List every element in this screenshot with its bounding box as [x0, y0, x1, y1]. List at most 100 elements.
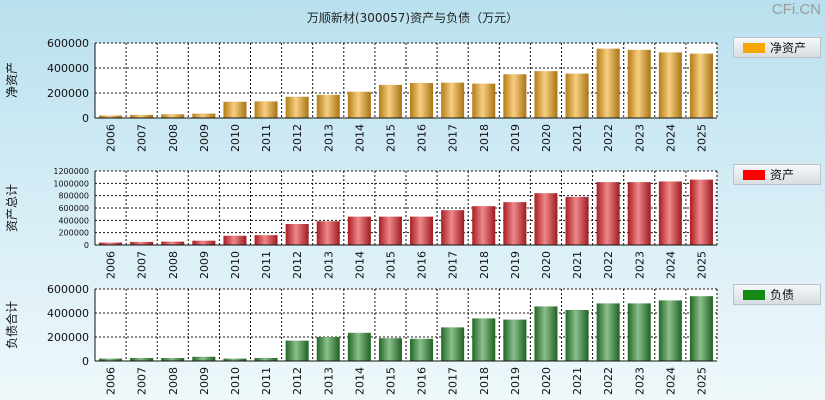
bar-liabilities [534, 306, 558, 361]
x-tick-label-liabilities: 2022 [602, 367, 615, 395]
x-tick-label-liabilities: 2016 [416, 367, 429, 395]
legend-liabilities: 负债 [733, 284, 821, 305]
x-tick-label-net-assets: 2019 [509, 124, 522, 152]
x-tick-label-net-assets: 2008 [167, 124, 180, 152]
y-tick-label-assets: 400000 [58, 216, 89, 225]
bar-liabilities [161, 358, 185, 361]
y-tick-label-net-assets: 400000 [47, 62, 89, 75]
watermark-logo: CFi.CN [771, 1, 821, 18]
x-tick-label-assets: 2025 [695, 251, 708, 279]
x-tick-label-liabilities: 2012 [291, 367, 304, 395]
bar-assets [565, 196, 589, 245]
bar-assets [503, 202, 527, 245]
bar-net-assets [596, 48, 620, 118]
x-tick-label-assets: 2020 [540, 251, 553, 279]
bar-liabilities [130, 358, 154, 361]
y-tick-label-assets: 800000 [58, 192, 89, 201]
x-tick-label-assets: 2017 [447, 251, 460, 279]
bar-assets [347, 216, 371, 245]
x-tick-label-net-assets: 2022 [602, 124, 615, 152]
x-tick-label-assets: 2022 [602, 251, 615, 279]
y-tick-label-liabilities: 0 [82, 355, 89, 368]
x-tick-label-liabilities: 2006 [105, 367, 118, 395]
bar-assets [410, 216, 434, 245]
bar-liabilities [410, 338, 434, 361]
y-tick-label-net-assets: 0 [82, 112, 89, 125]
x-tick-label-liabilities: 2019 [509, 367, 522, 395]
bar-assets [130, 241, 154, 245]
bar-liabilities [472, 318, 496, 361]
bar-liabilities [223, 358, 247, 361]
bar-net-assets [689, 53, 713, 118]
legend-swatch-net-assets [743, 42, 765, 53]
bar-net-assets [285, 96, 309, 118]
bar-net-assets [472, 83, 496, 118]
legend-assets: 资产 [733, 164, 821, 185]
bar-liabilities [347, 332, 371, 361]
bar-net-assets [254, 101, 278, 118]
bar-net-assets [410, 83, 434, 118]
bar-assets [534, 193, 558, 245]
x-tick-label-net-assets: 2018 [478, 124, 491, 152]
y-tick-label-assets: 600000 [58, 204, 89, 213]
x-tick-label-net-assets: 2009 [198, 124, 211, 152]
y-tick-label-net-assets: 200000 [47, 87, 89, 100]
bar-net-assets [658, 52, 682, 118]
bar-liabilities [503, 319, 527, 361]
bar-liabilities [627, 303, 651, 361]
legend-swatch-assets [743, 169, 765, 180]
bar-assets [192, 240, 216, 245]
legend-swatch-liabilities [743, 289, 765, 300]
bar-net-assets [99, 115, 123, 118]
x-tick-label-liabilities: 2014 [353, 367, 366, 395]
x-tick-label-net-assets: 2013 [322, 124, 335, 152]
bar-net-assets [534, 71, 558, 118]
bar-liabilities [192, 356, 216, 361]
x-tick-label-assets: 2024 [664, 251, 677, 279]
bar-liabilities [689, 296, 713, 361]
x-tick-label-liabilities: 2023 [633, 367, 646, 395]
x-tick-label-assets: 2010 [229, 251, 242, 279]
x-tick-label-net-assets: 2020 [540, 124, 553, 152]
bar-net-assets [223, 101, 247, 118]
x-tick-label-liabilities: 2025 [695, 367, 708, 395]
y-axis-label-assets: 资产总计 [5, 184, 19, 232]
bar-net-assets [316, 94, 340, 118]
bar-assets [285, 224, 309, 245]
x-tick-label-liabilities: 2015 [384, 367, 397, 395]
x-tick-label-assets: 2007 [136, 251, 149, 279]
y-tick-label-assets: 1200000 [53, 167, 89, 176]
x-tick-label-net-assets: 2023 [633, 124, 646, 152]
y-tick-label-liabilities: 400000 [47, 307, 89, 320]
bar-assets [658, 181, 682, 245]
bar-liabilities [285, 340, 309, 361]
bar-net-assets [378, 84, 402, 118]
x-tick-label-net-assets: 2017 [447, 124, 460, 152]
bar-assets [441, 210, 465, 245]
bar-liabilities [596, 303, 620, 361]
x-tick-label-net-assets: 2025 [695, 124, 708, 152]
legend-label-net-assets: 净资产 [770, 41, 807, 55]
x-tick-label-assets: 2019 [509, 251, 522, 279]
x-tick-label-liabilities: 2017 [447, 367, 460, 395]
bar-assets [596, 182, 620, 245]
x-tick-label-assets: 2008 [167, 251, 180, 279]
x-tick-label-assets: 2012 [291, 251, 304, 279]
bar-net-assets [565, 73, 589, 118]
legend-label-assets: 资产 [770, 168, 795, 182]
y-tick-label-assets: 0 [84, 241, 89, 250]
bar-net-assets [161, 114, 185, 118]
bar-assets [627, 182, 651, 245]
x-tick-label-assets: 2015 [384, 251, 397, 279]
x-tick-label-net-assets: 2007 [136, 124, 149, 152]
bar-net-assets [627, 49, 651, 118]
x-tick-label-assets: 2009 [198, 251, 211, 279]
x-tick-label-liabilities: 2011 [260, 367, 273, 395]
x-tick-label-liabilities: 2018 [478, 367, 491, 395]
bar-assets [99, 242, 123, 245]
x-tick-label-assets: 2013 [322, 251, 335, 279]
bar-liabilities [378, 338, 402, 361]
x-tick-label-net-assets: 2021 [571, 124, 584, 152]
x-tick-label-assets: 2016 [416, 251, 429, 279]
